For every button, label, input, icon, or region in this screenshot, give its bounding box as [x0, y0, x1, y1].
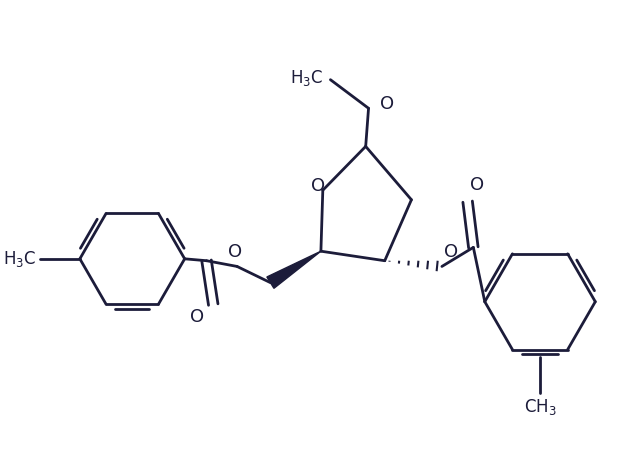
Polygon shape: [267, 251, 321, 288]
Text: O: O: [228, 243, 242, 261]
Text: H$_3$C: H$_3$C: [3, 249, 36, 269]
Text: O: O: [444, 243, 458, 261]
Text: O: O: [310, 177, 324, 196]
Text: CH$_3$: CH$_3$: [524, 397, 556, 417]
Text: O: O: [470, 176, 484, 194]
Text: H$_3$C: H$_3$C: [290, 68, 323, 88]
Text: O: O: [380, 95, 394, 113]
Text: O: O: [189, 308, 204, 326]
